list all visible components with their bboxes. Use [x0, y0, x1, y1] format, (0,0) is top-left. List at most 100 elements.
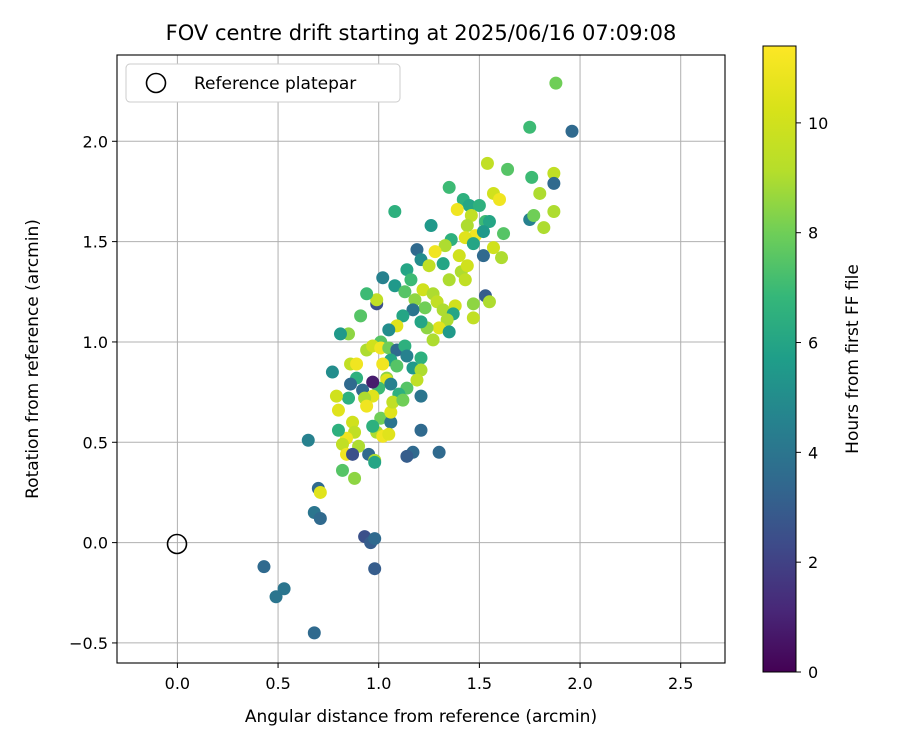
data-point [382, 323, 396, 337]
x-tick-label: 2.5 [668, 674, 693, 693]
data-point [436, 257, 450, 271]
data-point [386, 395, 400, 409]
data-point [476, 249, 490, 263]
data-point [307, 626, 321, 640]
data-point [460, 259, 474, 273]
data-point [384, 377, 398, 391]
colorbar-tick-label: 8 [808, 224, 818, 243]
data-point [466, 297, 480, 311]
data-point [400, 349, 414, 363]
data-point [257, 560, 271, 574]
data-point [325, 365, 339, 379]
legend-label: Reference platepar [194, 74, 356, 94]
data-point [414, 315, 428, 329]
data-point [466, 237, 480, 251]
y-tick-label: 1.5 [83, 233, 108, 252]
legend: Reference platepar [125, 63, 401, 103]
axis-ticks: 0.0 0.5 1.0 1.5 2.0 2.5 −0.5 0.0 0.5 1.0 1.5 2.0 [69, 132, 693, 693]
data-point [438, 239, 452, 253]
x-tick-label: 1.0 [366, 674, 391, 693]
data-point [549, 76, 563, 90]
data-point [410, 243, 424, 257]
data-point [426, 333, 440, 347]
data-point [400, 263, 414, 277]
data-point [313, 512, 327, 526]
data-point [472, 198, 486, 212]
data-point [442, 180, 456, 194]
data-point [533, 186, 547, 200]
data-point [400, 449, 414, 463]
data-point [354, 309, 368, 323]
x-axis-label: Angular distance from reference (arcmin) [245, 707, 597, 727]
y-tick-label: 2.0 [83, 132, 108, 151]
data-point [432, 321, 446, 335]
data-point [501, 162, 515, 176]
data-point [376, 271, 390, 285]
data-point [497, 227, 511, 241]
data-point [346, 447, 360, 461]
colorbar: 0 2 4 6 8 10 Hours from first FF file [762, 45, 863, 682]
data-point [525, 170, 539, 184]
data-point [398, 285, 412, 299]
x-tick-label: 0.0 [165, 674, 190, 693]
data-point [547, 176, 561, 190]
data-point [269, 590, 283, 604]
grid [117, 55, 725, 663]
y-tick-label: −0.5 [69, 634, 108, 653]
data-point [376, 357, 390, 371]
data-point [313, 485, 327, 499]
data-point [346, 415, 360, 429]
colorbar-tick-label: 6 [808, 334, 818, 353]
data-point [418, 301, 432, 315]
colorbar-tick-label: 10 [808, 114, 828, 133]
y-tick-label: 0.5 [83, 433, 108, 452]
reference-marker [166, 533, 188, 555]
colorbar-ticks: 0 2 4 6 8 10 [796, 114, 828, 682]
data-point [493, 192, 507, 206]
data-point [414, 351, 428, 365]
data-point [396, 309, 410, 323]
data-point [458, 273, 472, 287]
data-point [482, 215, 496, 229]
data-point [360, 287, 374, 301]
data-points [257, 76, 579, 640]
data-point [331, 403, 345, 417]
data-point [344, 377, 358, 391]
data-point [404, 273, 418, 287]
data-point [537, 221, 551, 235]
data-point [466, 311, 480, 325]
data-point [414, 389, 428, 403]
data-point [342, 391, 356, 405]
data-point [452, 249, 466, 263]
data-point [368, 562, 382, 576]
data-point [422, 259, 436, 273]
data-point [396, 393, 410, 407]
data-point [464, 209, 478, 223]
data-point [486, 241, 500, 255]
data-point [360, 399, 374, 413]
data-point [350, 357, 364, 371]
data-point [335, 463, 349, 477]
data-point [410, 373, 424, 387]
data-point [523, 120, 537, 134]
data-point [335, 437, 349, 451]
data-point [495, 251, 509, 265]
data-point [416, 283, 430, 297]
colorbar-label: Hours from first FF file [843, 264, 863, 454]
data-point [424, 219, 438, 233]
data-point [527, 209, 541, 223]
data-point [408, 293, 422, 307]
x-tick-label: 2.0 [567, 674, 592, 693]
data-point [388, 279, 402, 293]
colorbar-gradient [762, 45, 797, 673]
data-point [406, 303, 420, 317]
data-point [331, 423, 345, 437]
y-axis-label: Rotation from reference (arcmin) [23, 219, 43, 499]
data-point [442, 273, 456, 287]
data-point [460, 219, 474, 233]
data-point [390, 359, 404, 373]
y-tick-label: 0.0 [83, 534, 108, 553]
y-tick-label: 1.0 [83, 333, 108, 352]
data-point [384, 415, 398, 429]
